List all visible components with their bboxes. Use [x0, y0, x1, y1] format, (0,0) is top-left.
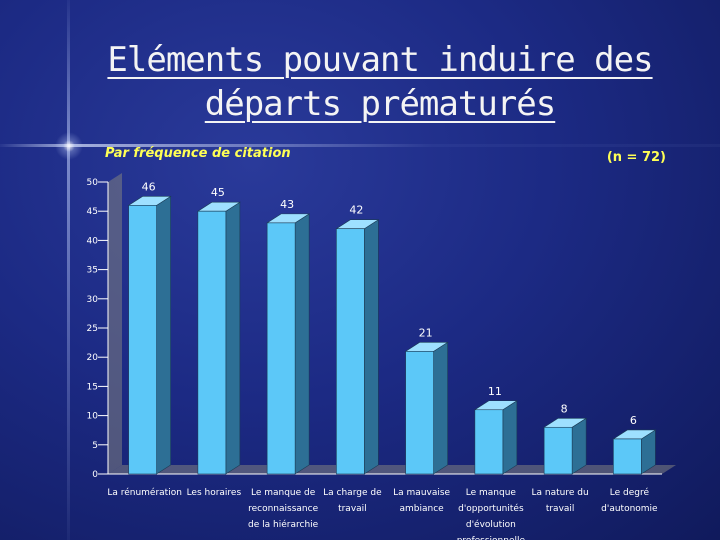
bar-value-label: 21: [419, 326, 433, 339]
y-tick-label: 15: [87, 382, 98, 392]
chart-floor: [108, 465, 676, 474]
slide-title: Eléments pouvant induire des départs pré…: [60, 38, 700, 126]
sample-size-label: (n = 72): [606, 150, 666, 165]
x-category-label: reconnaissance: [248, 504, 318, 514]
bar-value-label: 6: [630, 414, 637, 427]
y-tick-label: 25: [87, 324, 98, 334]
x-category-label: d'évolution: [466, 519, 516, 530]
bar: [405, 351, 434, 475]
x-category-label: professionnelle: [457, 536, 526, 540]
x-category-label: d'autonomie: [601, 504, 658, 514]
slide-title-line-1: Eléments pouvant induire des: [107, 40, 653, 80]
bar: [266, 222, 296, 475]
y-tick-label: 45: [87, 207, 98, 217]
bar-value-label: 8: [561, 402, 568, 415]
bar: [543, 426, 573, 475]
y-tick-label: 20: [87, 353, 99, 363]
bar-side: [156, 195, 171, 475]
x-category-label: Les horaires: [187, 488, 242, 498]
y-tick-label: 35: [87, 266, 98, 276]
x-category-label: travail: [546, 504, 575, 514]
x-category-label: travail: [338, 504, 367, 514]
bar-value-label: 46: [142, 180, 156, 193]
bar-side: [571, 417, 587, 475]
bar-value-label: 42: [349, 204, 363, 217]
decorative-sparkle: [55, 132, 83, 160]
slide-title-line-2: départs prématurés: [204, 84, 556, 124]
bar-value-label: 11: [488, 385, 502, 398]
decorative-vertical-line: [67, 0, 70, 540]
x-category-label: Le degré: [610, 487, 650, 498]
x-category-label: ambiance: [400, 504, 445, 514]
y-tick-label: 50: [87, 178, 99, 188]
x-category-label: La mauvaise: [393, 488, 450, 498]
chart-side-wall: [108, 173, 122, 474]
bar-side: [294, 213, 310, 475]
y-tick-label: 0: [92, 470, 98, 480]
bar-value-label: 45: [211, 186, 225, 199]
bar: [613, 438, 642, 475]
x-category-label: Le manque de: [251, 488, 316, 498]
y-tick-label: 5: [92, 441, 98, 451]
x-category-label: Le manque: [466, 488, 517, 498]
x-category-label: La nature du: [532, 488, 589, 498]
bar: [336, 228, 365, 475]
y-tick-label: 30: [87, 295, 99, 305]
bar-side: [433, 341, 448, 475]
x-category-label: La rénumération: [107, 487, 182, 498]
bar: [197, 210, 227, 475]
bar-side: [502, 400, 518, 475]
bar-value-label: 43: [280, 198, 294, 211]
bar: [128, 205, 157, 475]
x-category-label: La charge de: [323, 488, 382, 498]
chart-subtitle: Par fréquence de citation: [105, 146, 291, 161]
y-tick-label: 40: [87, 236, 99, 246]
bar-side: [225, 201, 241, 475]
y-tick-label: 10: [87, 412, 99, 422]
x-category-label: d'opportunités: [458, 503, 524, 514]
bar-side: [364, 219, 379, 475]
bar: [474, 409, 504, 475]
x-category-label: de la hiérarchie: [248, 519, 319, 530]
decorative-horizontal-line: [0, 144, 720, 147]
